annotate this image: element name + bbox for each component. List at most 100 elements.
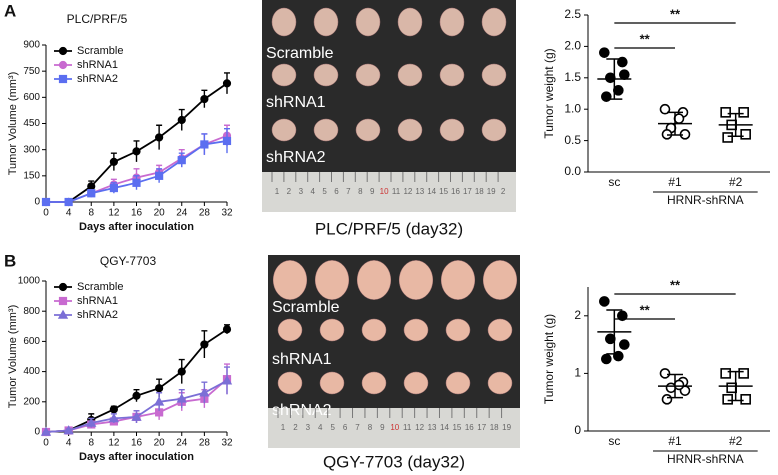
ruler-label: 2 [293, 423, 298, 432]
ruler-label: 15 [439, 187, 448, 196]
data-point [619, 339, 630, 350]
photo-caption: PLC/PRF/5 (day32) [315, 219, 463, 238]
tick-label: 28 [199, 438, 211, 449]
tick-label: 0 [43, 438, 49, 449]
ruler-label: 3 [299, 187, 304, 196]
legend-marker [58, 282, 68, 292]
tumor [482, 260, 518, 300]
data-point [199, 387, 210, 397]
tumor [356, 260, 392, 300]
chart-title: PLC/PRF/5 [67, 12, 128, 26]
ruler-label: 5 [330, 423, 335, 432]
data-point [200, 340, 209, 349]
photo-row-label: Scramble [266, 45, 334, 62]
ruler-label: 17 [463, 187, 472, 196]
tick-label: 32 [221, 208, 233, 219]
legend-marker [57, 309, 69, 319]
y-axis-label: Tumor weight (g) [542, 314, 556, 404]
photo-caption: QGY-7703 (day32) [323, 452, 465, 471]
data-point [659, 368, 671, 379]
data-point [222, 325, 232, 334]
tick-label: 800 [23, 306, 40, 317]
tick-label: 600 [23, 92, 40, 103]
tumor [313, 118, 339, 142]
tumor [319, 318, 345, 342]
data-point [720, 107, 731, 118]
data-point [177, 115, 186, 125]
ruler-label: 14 [427, 187, 436, 196]
data-point [86, 417, 97, 427]
x-axis-label: Days after inoculation [79, 221, 194, 233]
data-point [619, 69, 630, 80]
data-point [155, 171, 164, 180]
legend-label: shRNA1 [77, 59, 118, 71]
data-point [87, 182, 96, 191]
data-point [722, 394, 733, 405]
tick-label: 0 [34, 427, 40, 438]
legend-marker [58, 74, 68, 84]
ruler-label: 6 [343, 423, 348, 432]
x-axis-label: Days after inoculation [79, 451, 194, 463]
ruler-label: 9 [370, 187, 375, 196]
tick-label: 24 [176, 438, 188, 449]
significance-label: ** [670, 277, 681, 292]
legend-label: shRNA2 [77, 309, 118, 321]
tick-label: 16 [131, 438, 143, 449]
ruler-label: 11 [392, 187, 401, 196]
tick-label: 150 [23, 170, 40, 181]
data-point [613, 85, 624, 96]
group-label: HRNR-shRNA [667, 452, 744, 466]
data-point [661, 394, 673, 405]
significance-label: ** [670, 6, 681, 21]
tick-label: 28 [199, 208, 211, 219]
data-point [131, 411, 142, 421]
legend-marker [58, 296, 68, 306]
ruler-label: 19 [487, 187, 496, 196]
group-label: HRNR-shRNA [667, 193, 744, 207]
tumor [439, 118, 465, 142]
tick-label: 0 [574, 423, 581, 437]
photo-row-label: Scramble [272, 299, 340, 316]
tick-label: 1000 [18, 276, 41, 287]
tumor [487, 371, 513, 395]
photo-row-label: shRNA2 [272, 402, 332, 419]
ruler-label: 4 [310, 187, 315, 196]
legend-label: Scramble [77, 45, 123, 57]
tumor [397, 7, 423, 37]
tick-label: 20 [154, 208, 166, 219]
tumor [277, 371, 303, 395]
data-point [659, 103, 671, 115]
tumor [361, 371, 387, 395]
sd-bar [667, 111, 683, 136]
ruler-label: 2 [501, 187, 506, 196]
tick-label: 2.5 [564, 7, 581, 21]
data-point [155, 133, 164, 142]
tick-label: 1.5 [564, 70, 581, 84]
data-point [605, 333, 616, 345]
ruler-label: 8 [368, 423, 373, 432]
panel-label: B [4, 251, 16, 270]
tick-label: 0 [34, 197, 40, 208]
sd-bar [727, 112, 744, 137]
ruler-label: 2 [287, 187, 292, 196]
x-tick-label: #2 [729, 434, 743, 448]
data-point [617, 56, 628, 68]
tumor [271, 63, 297, 87]
significance-label: ** [640, 31, 651, 46]
tumor [439, 7, 465, 37]
ruler-label: 5 [322, 187, 327, 196]
sd-bar [606, 58, 623, 100]
tumor [397, 118, 423, 142]
tumor [440, 260, 476, 300]
data-point [673, 379, 685, 391]
tumor [271, 7, 297, 37]
data-point [222, 136, 232, 146]
tick-label: 400 [23, 366, 40, 377]
data-point [132, 178, 141, 187]
data-point [738, 368, 749, 379]
tick-label: 900 [23, 40, 40, 51]
ruler-label: 13 [428, 423, 437, 432]
chart-title: QGY-7703 [100, 254, 157, 268]
tumor [481, 7, 507, 37]
